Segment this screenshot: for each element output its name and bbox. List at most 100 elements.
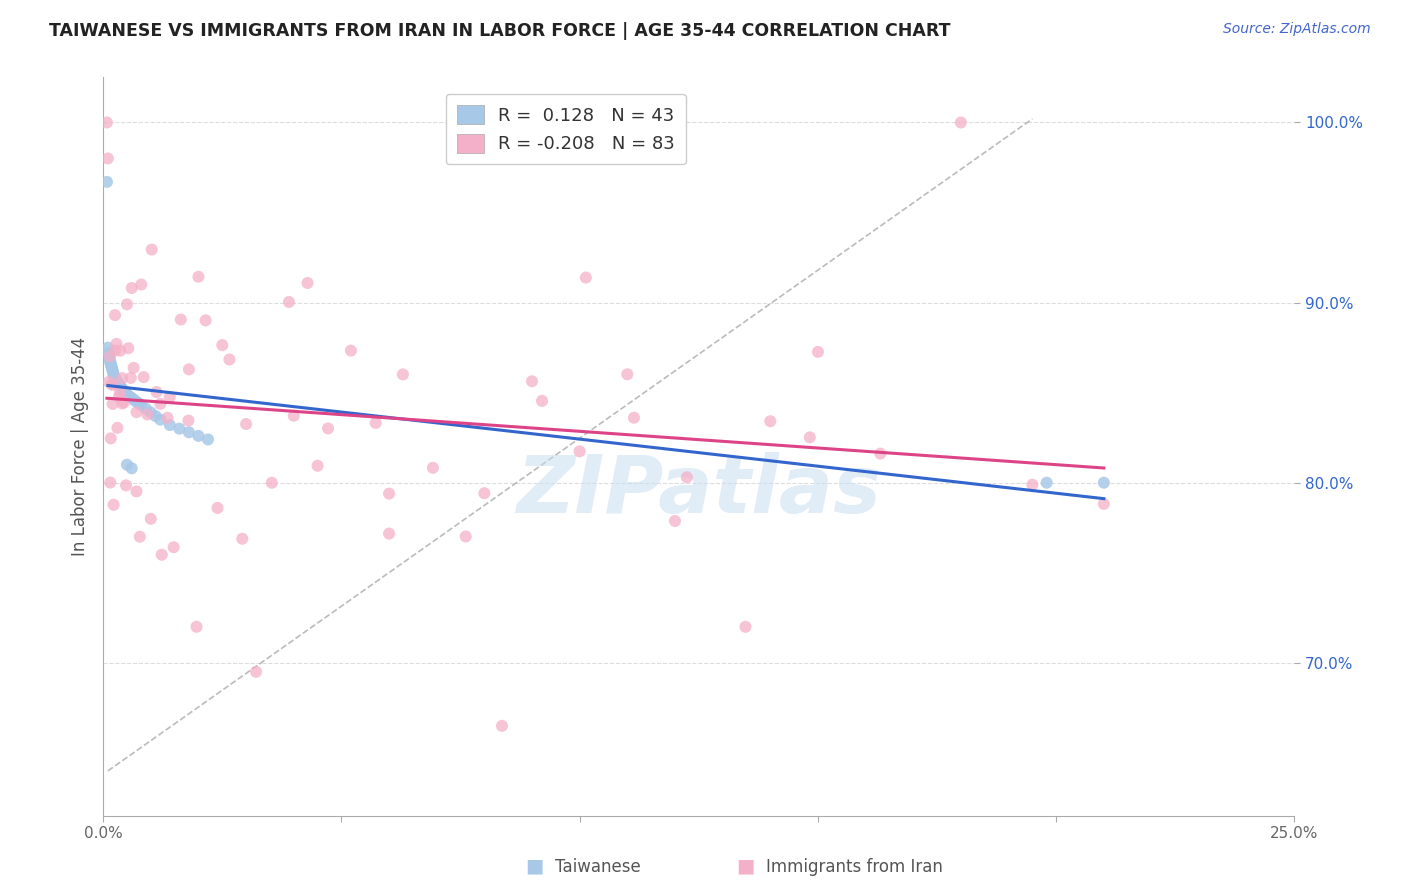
- Point: [96, 115, 118, 129]
- Point: [472, 486, 495, 500]
- Point: [159, 418, 181, 433]
- Point: [378, 526, 401, 541]
- Point: [1021, 477, 1043, 491]
- Point: [122, 392, 145, 407]
- Point: [103, 498, 125, 512]
- Point: [107, 375, 129, 389]
- Point: [98, 355, 121, 369]
- Text: TAIWANESE VS IMMIGRANTS FROM IRAN IN LABOR FORCE | AGE 35-44 CORRELATION CHART: TAIWANESE VS IMMIGRANTS FROM IRAN IN LAB…: [49, 22, 950, 40]
- Point: [132, 370, 155, 384]
- Point: [128, 530, 150, 544]
- Point: [245, 665, 267, 679]
- Point: [101, 397, 124, 411]
- Point: [103, 368, 125, 382]
- Point: [100, 360, 122, 375]
- Point: [194, 313, 217, 327]
- Point: [150, 548, 173, 562]
- Point: [108, 384, 131, 399]
- Point: [100, 359, 122, 373]
- Point: [117, 341, 139, 355]
- Point: [422, 460, 444, 475]
- Point: [115, 387, 138, 401]
- Point: [97, 375, 120, 389]
- Point: [129, 277, 152, 292]
- Point: [235, 417, 257, 431]
- Point: [118, 389, 141, 403]
- Point: [186, 620, 208, 634]
- Point: [101, 362, 124, 376]
- Point: [163, 540, 186, 554]
- Point: [98, 350, 121, 364]
- Point: [125, 405, 148, 419]
- Point: [125, 394, 148, 409]
- Point: [869, 447, 891, 461]
- Point: [177, 425, 200, 440]
- Point: [278, 295, 301, 310]
- Point: [100, 431, 122, 445]
- Point: [96, 175, 118, 189]
- Point: [149, 397, 172, 411]
- Point: [110, 380, 132, 394]
- Point: [114, 385, 136, 400]
- Point: [949, 115, 972, 129]
- Point: [260, 475, 283, 490]
- Point: [799, 430, 821, 444]
- Point: [316, 421, 339, 435]
- Point: [156, 410, 179, 425]
- Point: [121, 391, 143, 405]
- Point: [112, 384, 135, 398]
- Point: [100, 377, 122, 392]
- Point: [145, 384, 167, 399]
- Point: [100, 357, 122, 371]
- Point: [177, 414, 200, 428]
- Point: [104, 343, 127, 358]
- Point: [108, 390, 131, 404]
- Point: [98, 350, 121, 364]
- Point: [1092, 475, 1115, 490]
- Point: [218, 352, 240, 367]
- Point: [734, 620, 756, 634]
- Text: Source: ZipAtlas.com: Source: ZipAtlas.com: [1223, 22, 1371, 37]
- Point: [159, 390, 181, 404]
- Point: [307, 458, 329, 473]
- Point: [111, 371, 134, 385]
- Point: [491, 719, 513, 733]
- Point: [139, 512, 162, 526]
- Point: [101, 377, 124, 392]
- Point: [101, 366, 124, 380]
- Point: [616, 368, 638, 382]
- Point: [177, 362, 200, 376]
- Point: [104, 371, 127, 385]
- Point: [568, 444, 591, 458]
- Point: [187, 269, 209, 284]
- Point: [110, 343, 132, 358]
- Point: [297, 276, 319, 290]
- Point: [170, 312, 193, 326]
- Point: [145, 409, 167, 423]
- Point: [105, 373, 128, 387]
- Point: [98, 353, 121, 368]
- Point: [122, 360, 145, 375]
- Legend: R =  0.128   N = 43, R = -0.208   N = 83: R = 0.128 N = 43, R = -0.208 N = 83: [446, 94, 686, 164]
- Point: [97, 341, 120, 355]
- Point: [676, 470, 699, 484]
- Point: [623, 410, 645, 425]
- Point: [136, 408, 159, 422]
- Text: ■: ■: [735, 857, 755, 876]
- Point: [141, 243, 163, 257]
- Point: [135, 401, 157, 416]
- Point: [1092, 497, 1115, 511]
- Point: [107, 421, 129, 435]
- Point: [149, 412, 172, 426]
- Point: [104, 308, 127, 322]
- Point: [98, 475, 121, 490]
- Point: [115, 297, 138, 311]
- Point: [197, 433, 219, 447]
- Point: [575, 270, 598, 285]
- Point: [115, 478, 138, 492]
- Point: [364, 416, 387, 430]
- Point: [101, 364, 124, 378]
- Point: [97, 152, 120, 166]
- Point: [664, 514, 686, 528]
- Text: Taiwanese: Taiwanese: [555, 858, 641, 876]
